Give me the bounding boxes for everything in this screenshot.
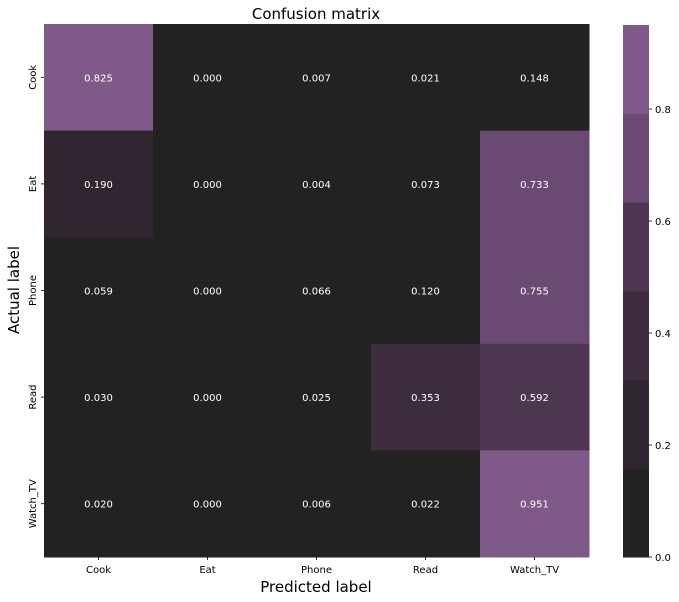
heatmap-cell-read-cook — [44, 343, 154, 451]
cell-value-label: 0.120 — [411, 287, 440, 298]
y-axis-label: Actual label — [5, 246, 23, 334]
heatmap-cell-phone-eat — [153, 237, 263, 345]
heatmap-cells — [44, 24, 590, 558]
y-tick-labels: Cook Eat Phone Read Watch_TV — [28, 65, 44, 528]
heatmap-cell-read-eat — [153, 343, 263, 451]
colorbar-segment — [623, 379, 649, 469]
y-tick-label: Cook — [28, 65, 39, 90]
heatmap-cell-watch_tv-eat — [153, 450, 263, 558]
cell-value-label: 0.000 — [193, 180, 222, 191]
x-tick-label: Cook — [86, 565, 111, 576]
cell-value-label: 0.000 — [193, 73, 222, 84]
x-tick-label: Eat — [199, 565, 215, 576]
colorbar-segment — [623, 468, 649, 558]
heatmap-cell-phone-cook — [44, 237, 154, 345]
cell-value-label: 0.007 — [302, 73, 331, 84]
cell-value-label: 0.733 — [520, 180, 549, 191]
cell-value-label: 0.059 — [84, 287, 113, 298]
cell-value-label: 0.020 — [84, 500, 113, 511]
cell-value-label: 0.353 — [411, 393, 440, 404]
colorbar-tick-label: 0.8 — [655, 105, 671, 116]
x-tick-label: Phone — [301, 565, 332, 576]
heatmap-cell-read-read — [371, 343, 481, 451]
heatmap-cell-cook-cook — [44, 24, 154, 132]
heatmap-cell-phone-phone — [262, 237, 372, 345]
cell-value-label: 0.004 — [302, 180, 331, 191]
colorbar-segment — [623, 291, 649, 381]
colorbar-segment — [623, 202, 649, 292]
heatmap-cell-phone-read — [371, 237, 481, 345]
colorbar-tick-labels: 0.0 0.2 0.4 0.6 0.8 — [649, 105, 671, 564]
cell-value-label: 0.190 — [84, 180, 113, 191]
cell-value-label: 0.073 — [411, 180, 440, 191]
cell-value-label: 0.000 — [193, 393, 222, 404]
cell-value-label: 0.592 — [520, 393, 549, 404]
heatmap-cell-watch_tv-watch_tv — [480, 450, 590, 558]
cell-value-label: 0.030 — [84, 393, 113, 404]
cell-value-label: 0.066 — [302, 287, 331, 298]
y-tick-label: Eat — [28, 176, 39, 192]
heatmap-cell-watch_tv-cook — [44, 450, 154, 558]
heatmap-cell-eat-watch_tv — [480, 130, 590, 238]
heatmap-cell-eat-cook — [44, 130, 154, 238]
chart-title: Confusion matrix — [252, 5, 380, 23]
cell-value-label: 0.755 — [520, 287, 549, 298]
cell-value-label: 0.021 — [411, 73, 440, 84]
x-tick-label: Watch_TV — [510, 565, 559, 576]
colorbar-segment — [623, 113, 649, 203]
heatmap-cell-cook-watch_tv — [480, 24, 590, 132]
colorbar-tick-label: 0.0 — [655, 553, 671, 564]
heatmap-cell-watch_tv-read — [371, 450, 481, 558]
heatmap-cell-eat-read — [371, 130, 481, 238]
cell-value-label: 0.000 — [193, 500, 222, 511]
heatmap-cell-cook-read — [371, 24, 481, 132]
heatmap-cell-phone-watch_tv — [480, 237, 590, 345]
cell-labels: 0.825 0.000 0.007 0.021 0.148 0.190 0.000 0.004… — [84, 73, 549, 510]
y-tick-label: Watch_TV — [28, 479, 39, 528]
y-tick-label: Phone — [28, 275, 39, 306]
colorbar-tick-label: 0.4 — [655, 329, 671, 340]
x-tick-label: Read — [413, 565, 438, 576]
heatmap-cell-eat-phone — [262, 130, 372, 238]
y-tick-label: Read — [28, 385, 39, 410]
cell-value-label: 0.951 — [520, 500, 549, 511]
heatmap-cell-read-phone — [262, 343, 372, 451]
colorbar — [623, 25, 649, 558]
cell-value-label: 0.148 — [520, 73, 549, 84]
heatmap-cell-cook-phone — [262, 24, 372, 132]
x-tick-labels: Cook Eat Phone Read Watch_TV — [86, 557, 559, 576]
x-axis-label: Predicted label — [260, 578, 371, 596]
cell-value-label: 0.825 — [84, 73, 113, 84]
cell-value-label: 0.022 — [411, 500, 440, 511]
heatmap-cell-cook-eat — [153, 24, 263, 132]
cell-value-label: 0.000 — [193, 287, 222, 298]
heatmap-cell-read-watch_tv — [480, 343, 590, 451]
colorbar-tick-label: 0.6 — [655, 217, 671, 228]
heatmap-cell-eat-eat — [153, 130, 263, 238]
colorbar-tick-label: 0.2 — [655, 441, 671, 452]
cell-value-label: 0.025 — [302, 393, 331, 404]
cell-value-label: 0.006 — [302, 500, 331, 511]
colorbar-segment — [623, 25, 649, 115]
heatmap-cell-watch_tv-phone — [262, 450, 372, 558]
